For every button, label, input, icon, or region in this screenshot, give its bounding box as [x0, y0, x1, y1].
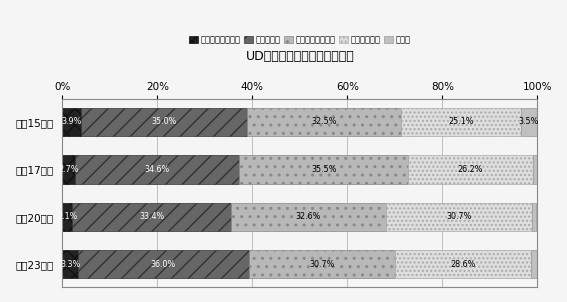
Text: 34.6%: 34.6% [145, 165, 170, 174]
Text: 30.7%: 30.7% [309, 260, 335, 269]
Text: 35.5%: 35.5% [311, 165, 336, 174]
Bar [386, 203, 531, 231]
Legend: 詳しく知っている, 知っている, 聞いたことがある, 全く知らない, 無回答: 詳しく知っている, 知っている, 聞いたことがある, 全く知らない, 無回答 [186, 32, 413, 48]
Text: 28.6%: 28.6% [450, 260, 475, 269]
Text: 25.1%: 25.1% [448, 117, 474, 127]
Bar [401, 108, 521, 136]
Bar [62, 203, 72, 231]
Text: 26.2%: 26.2% [458, 165, 483, 174]
Bar [75, 155, 239, 184]
Bar [78, 250, 249, 278]
Text: 32.6%: 32.6% [295, 212, 321, 221]
Bar [395, 250, 531, 278]
Bar [532, 155, 538, 184]
Bar [521, 108, 538, 136]
Bar [72, 203, 231, 231]
Bar [247, 108, 401, 136]
Text: 2.1%: 2.1% [57, 212, 78, 221]
Bar [231, 203, 386, 231]
Bar [81, 108, 247, 136]
Text: 3.9%: 3.9% [61, 117, 82, 127]
Text: 32.5%: 32.5% [311, 117, 337, 127]
Bar [531, 203, 536, 231]
Text: 2.7%: 2.7% [58, 165, 79, 174]
Text: 35.0%: 35.0% [151, 117, 176, 127]
Text: 33.4%: 33.4% [139, 212, 164, 221]
Bar [62, 108, 81, 136]
Text: 36.0%: 36.0% [151, 260, 176, 269]
Bar [62, 155, 75, 184]
Bar [531, 250, 538, 278]
Bar [62, 250, 78, 278]
Bar [239, 155, 408, 184]
Bar [249, 250, 395, 278]
Text: 3.3%: 3.3% [60, 260, 81, 269]
Title: UD理解度・認知度の経年変化: UD理解度・認知度の経年変化 [246, 50, 354, 63]
Text: 30.7%: 30.7% [446, 212, 471, 221]
Bar [408, 155, 532, 184]
Text: 3.5%: 3.5% [519, 117, 539, 127]
